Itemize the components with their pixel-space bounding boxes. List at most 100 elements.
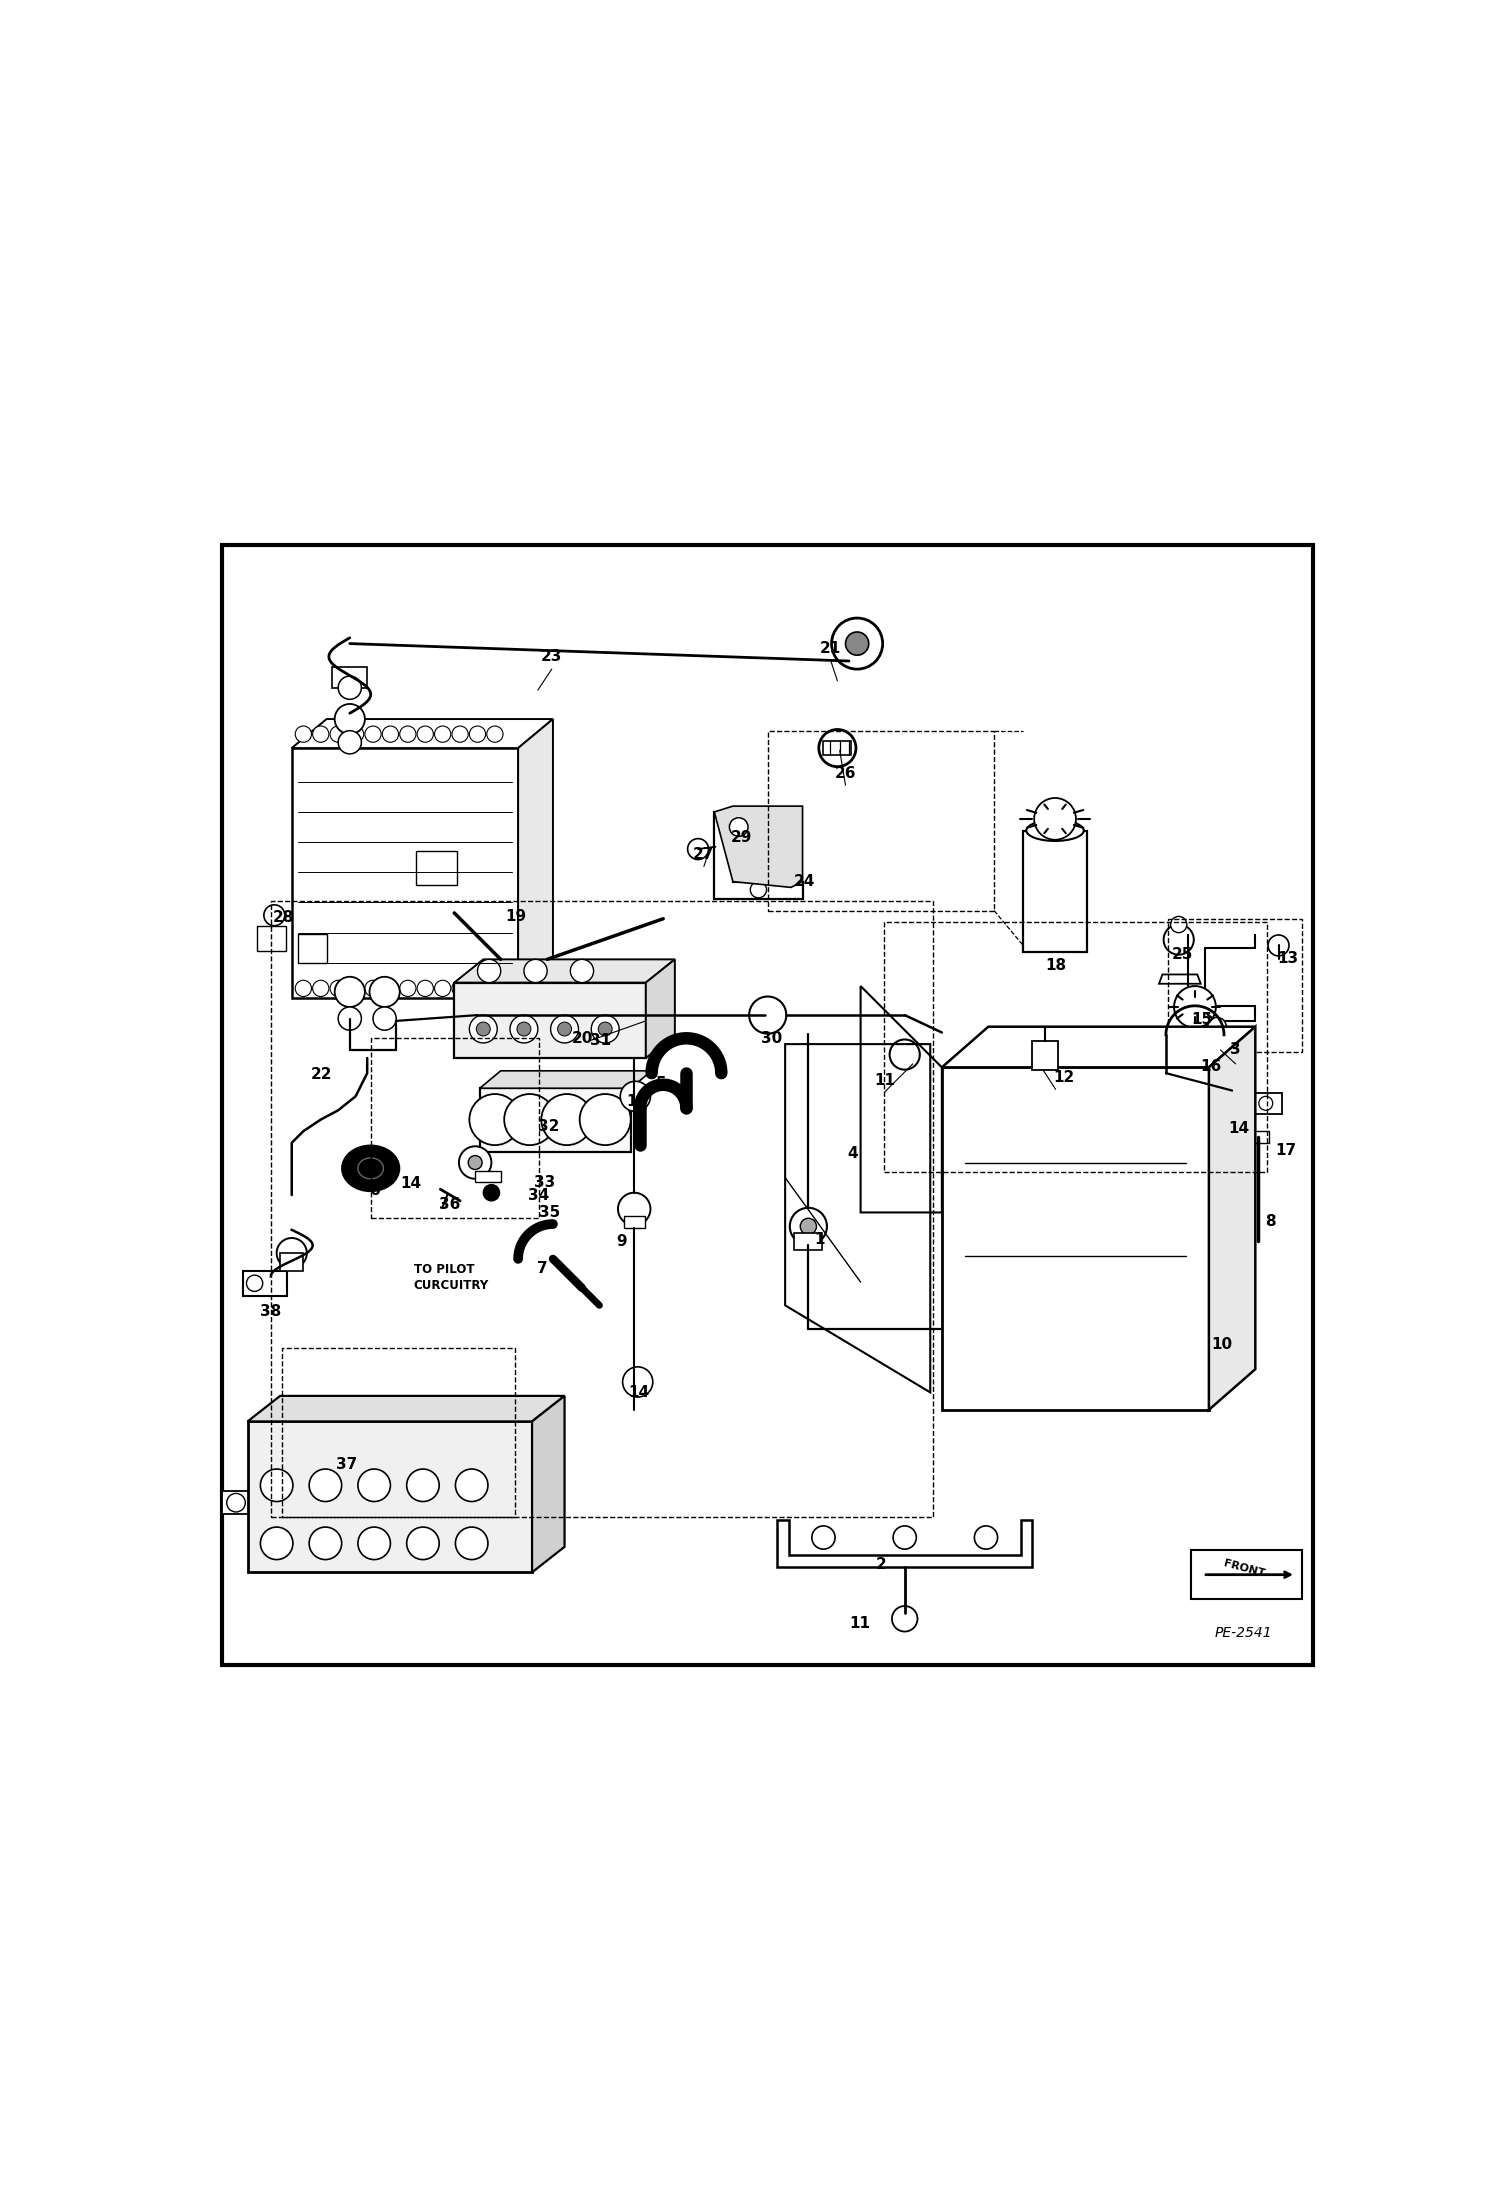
Circle shape bbox=[469, 1156, 482, 1169]
Circle shape bbox=[800, 1218, 816, 1235]
Circle shape bbox=[484, 1185, 499, 1200]
Polygon shape bbox=[454, 959, 674, 983]
Circle shape bbox=[295, 726, 312, 742]
Circle shape bbox=[434, 726, 451, 742]
Circle shape bbox=[366, 726, 380, 742]
Circle shape bbox=[400, 726, 416, 742]
Text: 7: 7 bbox=[538, 1262, 548, 1275]
Circle shape bbox=[571, 959, 593, 983]
Circle shape bbox=[339, 1007, 361, 1031]
Text: 30: 30 bbox=[761, 1031, 782, 1047]
Circle shape bbox=[623, 1367, 653, 1398]
Circle shape bbox=[831, 619, 882, 669]
Polygon shape bbox=[942, 1027, 1255, 1066]
Circle shape bbox=[330, 726, 346, 742]
Bar bbox=[292, 748, 518, 998]
Text: 13: 13 bbox=[1278, 950, 1299, 965]
Text: 2: 2 bbox=[876, 1558, 887, 1571]
Circle shape bbox=[452, 726, 469, 742]
Text: 28: 28 bbox=[273, 911, 294, 926]
Text: 38: 38 bbox=[261, 1303, 282, 1319]
Circle shape bbox=[730, 818, 748, 836]
Polygon shape bbox=[247, 1395, 565, 1422]
Text: 36: 36 bbox=[439, 1198, 460, 1211]
Text: TO PILOT
CURCUITRY: TO PILOT CURCUITRY bbox=[413, 1264, 488, 1292]
Circle shape bbox=[366, 981, 380, 996]
Text: 21: 21 bbox=[819, 641, 840, 656]
Bar bbox=[884, 921, 1267, 1172]
Bar bbox=[222, 1492, 247, 1514]
Circle shape bbox=[382, 981, 398, 996]
Ellipse shape bbox=[343, 1145, 398, 1191]
Circle shape bbox=[455, 1527, 488, 1560]
Circle shape bbox=[509, 1016, 538, 1042]
Text: 23: 23 bbox=[541, 649, 562, 665]
Text: 12: 12 bbox=[1053, 1071, 1074, 1086]
Circle shape bbox=[505, 1095, 556, 1145]
Circle shape bbox=[261, 1470, 294, 1501]
Circle shape bbox=[1170, 917, 1186, 932]
Circle shape bbox=[524, 959, 547, 983]
Circle shape bbox=[974, 1525, 998, 1549]
Bar bbox=[942, 1066, 1209, 1411]
Text: 4: 4 bbox=[848, 1145, 858, 1161]
Bar bbox=[280, 1253, 303, 1270]
Bar bbox=[370, 1038, 539, 1218]
Circle shape bbox=[476, 1022, 490, 1036]
Text: 27: 27 bbox=[694, 847, 715, 862]
Polygon shape bbox=[479, 1071, 652, 1088]
Circle shape bbox=[1174, 985, 1216, 1027]
Text: 11: 11 bbox=[875, 1073, 896, 1088]
Circle shape bbox=[261, 1527, 294, 1560]
Text: 8: 8 bbox=[1266, 1213, 1276, 1229]
Circle shape bbox=[247, 1275, 262, 1292]
Polygon shape bbox=[532, 1395, 565, 1573]
Circle shape bbox=[487, 726, 503, 742]
Circle shape bbox=[295, 981, 312, 996]
Text: 29: 29 bbox=[731, 829, 752, 845]
Polygon shape bbox=[646, 959, 674, 1058]
Circle shape bbox=[334, 704, 366, 735]
Polygon shape bbox=[715, 805, 803, 886]
Circle shape bbox=[406, 1470, 439, 1501]
Circle shape bbox=[264, 904, 285, 926]
Circle shape bbox=[517, 1022, 530, 1036]
Circle shape bbox=[1207, 1018, 1227, 1036]
Circle shape bbox=[416, 726, 433, 742]
Text: 14: 14 bbox=[626, 1093, 647, 1108]
Text: 10: 10 bbox=[1210, 1338, 1233, 1352]
Bar bbox=[1246, 1132, 1269, 1143]
Circle shape bbox=[339, 676, 361, 700]
Circle shape bbox=[557, 1022, 572, 1036]
Circle shape bbox=[339, 731, 361, 755]
Bar bbox=[243, 1270, 288, 1297]
Ellipse shape bbox=[1026, 821, 1083, 840]
Circle shape bbox=[348, 726, 364, 742]
Text: 35: 35 bbox=[539, 1205, 560, 1220]
Circle shape bbox=[1198, 1332, 1219, 1354]
Circle shape bbox=[619, 1194, 650, 1224]
Text: 14: 14 bbox=[1228, 1121, 1249, 1136]
Circle shape bbox=[452, 981, 469, 996]
Circle shape bbox=[1164, 924, 1194, 954]
Bar bbox=[333, 667, 367, 687]
Circle shape bbox=[592, 1016, 619, 1042]
Circle shape bbox=[750, 882, 767, 897]
Text: 14: 14 bbox=[628, 1384, 650, 1400]
Ellipse shape bbox=[358, 1158, 383, 1178]
Text: 17: 17 bbox=[1275, 1143, 1296, 1158]
Circle shape bbox=[358, 1527, 391, 1560]
Text: 5: 5 bbox=[656, 1075, 667, 1090]
Circle shape bbox=[688, 838, 709, 860]
Text: 22: 22 bbox=[312, 1066, 333, 1082]
Bar bbox=[416, 851, 457, 886]
Text: 11: 11 bbox=[849, 1617, 870, 1630]
Circle shape bbox=[541, 1095, 592, 1145]
Circle shape bbox=[1034, 799, 1076, 840]
Circle shape bbox=[434, 981, 451, 996]
Circle shape bbox=[406, 1527, 439, 1560]
Text: FRONT: FRONT bbox=[1222, 1558, 1266, 1580]
Bar bbox=[479, 1088, 631, 1152]
Circle shape bbox=[789, 1209, 827, 1244]
Circle shape bbox=[309, 1470, 342, 1501]
